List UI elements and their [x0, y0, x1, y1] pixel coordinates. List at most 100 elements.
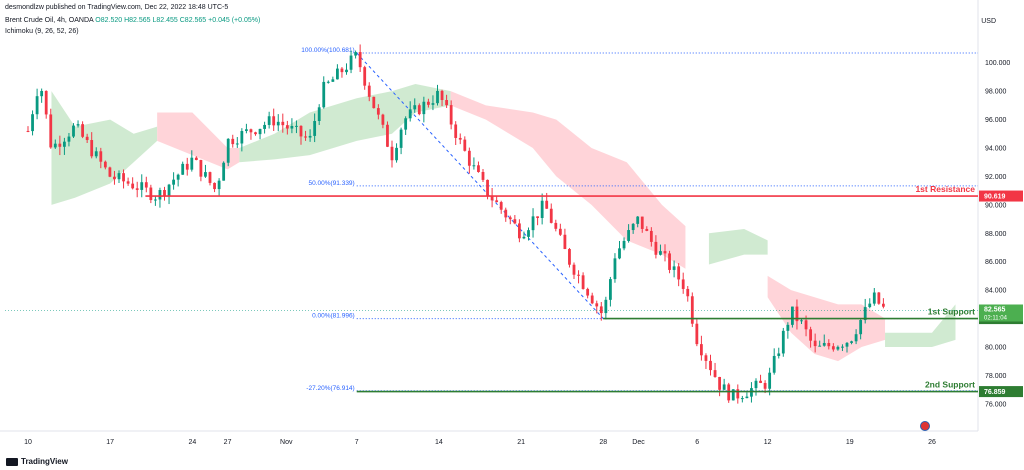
candle-up — [235, 143, 239, 145]
candle-up — [672, 266, 676, 270]
candle-down — [599, 306, 603, 314]
candle-down — [508, 217, 512, 220]
candle-up — [522, 236, 526, 239]
tradingview-logo[interactable]: TradingView — [6, 457, 68, 466]
candle-up — [53, 143, 57, 148]
candle-down — [249, 129, 253, 133]
x-tick-label: 21 — [517, 439, 525, 446]
fib-level-label: 100.00%(100.681) — [301, 47, 355, 54]
candle-up — [818, 345, 822, 347]
candle-down — [445, 100, 448, 106]
y-tick-label: 88.000 — [985, 231, 1007, 238]
candle-up — [63, 141, 66, 147]
candle-down — [458, 137, 462, 140]
candle-up — [622, 240, 626, 249]
y-tick-label: 94.000 — [985, 146, 1007, 153]
candle-up — [859, 320, 863, 335]
candle-down — [704, 355, 708, 361]
candle-down — [804, 320, 808, 330]
candle-up — [204, 172, 207, 177]
candle-down — [795, 306, 799, 322]
candle-up — [76, 124, 80, 126]
candle-down — [386, 124, 389, 147]
y-tick-label: 92.000 — [985, 174, 1007, 181]
candle-up — [436, 90, 439, 104]
candle-up — [172, 179, 175, 185]
candle-up — [94, 151, 98, 157]
candle-down — [340, 68, 344, 73]
candle-up — [290, 125, 294, 129]
level-label: 1st Support — [928, 307, 975, 317]
candle-down — [144, 182, 148, 188]
candle-up — [117, 173, 121, 180]
candle-down — [690, 296, 694, 324]
candle-down — [568, 249, 571, 265]
candle-down — [640, 216, 644, 229]
candle-up — [540, 200, 544, 219]
candle-down — [590, 295, 594, 304]
candle-down — [358, 52, 362, 68]
candle-down — [763, 382, 767, 389]
symbol-label[interactable]: Brent Crude Oil, 4h, OANDA — [5, 17, 94, 24]
candle-up — [399, 129, 403, 148]
candle-down — [831, 346, 835, 350]
candle-down — [417, 105, 421, 115]
candle-down — [668, 253, 671, 270]
candle-down — [126, 181, 130, 184]
candle-down — [563, 234, 567, 250]
price-tag: 76.859 — [979, 386, 1023, 398]
candle-down — [285, 125, 289, 129]
candle-down — [649, 230, 653, 242]
candle-down — [440, 90, 444, 101]
fib-trend-line — [356, 52, 604, 319]
candle-up — [745, 396, 749, 399]
candle-up — [354, 52, 357, 56]
us-flag-event-icon[interactable] — [920, 421, 930, 431]
publisher-line: desmondlzw published on TradingView.com,… — [5, 4, 229, 11]
candle-up — [408, 109, 412, 119]
candle-down — [499, 202, 503, 210]
candle-down — [427, 101, 430, 105]
candle-down — [645, 228, 649, 231]
candle-down — [882, 303, 885, 307]
candle-down — [595, 303, 599, 307]
candle-down — [663, 251, 667, 254]
price-tag: 90.619 — [979, 190, 1023, 202]
candle-up — [158, 189, 162, 200]
ichimoku-cloud-bullish — [239, 84, 451, 163]
candle-up — [822, 342, 826, 346]
candle-up — [167, 184, 171, 196]
candle-down — [695, 323, 699, 345]
candle-up — [613, 258, 617, 280]
x-tick-label: 26 — [928, 439, 936, 446]
candle-up — [786, 324, 790, 331]
indicator-label[interactable]: Ichimoku (9, 26, 52, 26) — [5, 28, 79, 35]
candle-down — [58, 143, 62, 147]
x-tick-label: 17 — [106, 439, 114, 446]
candle-up — [295, 125, 298, 127]
price-tag-value: 76.859 — [984, 389, 1006, 396]
candle-down — [709, 360, 712, 371]
candle-up — [800, 320, 803, 322]
candle-down — [558, 228, 562, 235]
candle-up — [349, 55, 353, 70]
candle-down — [813, 340, 817, 347]
candle-up — [345, 69, 348, 73]
candle-up — [772, 355, 776, 373]
candle-up — [659, 251, 662, 255]
candle-down — [272, 116, 276, 126]
candle-down — [372, 96, 376, 109]
y-tick-label: 100.000 — [985, 60, 1010, 67]
candle-up — [67, 136, 71, 142]
candle-up — [836, 346, 840, 350]
candle-down — [254, 132, 257, 135]
x-tick-label: Nov — [280, 439, 293, 446]
candle-up — [731, 389, 735, 401]
candle-up — [240, 131, 244, 144]
candle-up — [791, 306, 794, 325]
candle-down — [113, 176, 116, 180]
candle-down — [504, 209, 508, 218]
candle-down — [877, 292, 881, 304]
candle-down — [454, 124, 458, 138]
